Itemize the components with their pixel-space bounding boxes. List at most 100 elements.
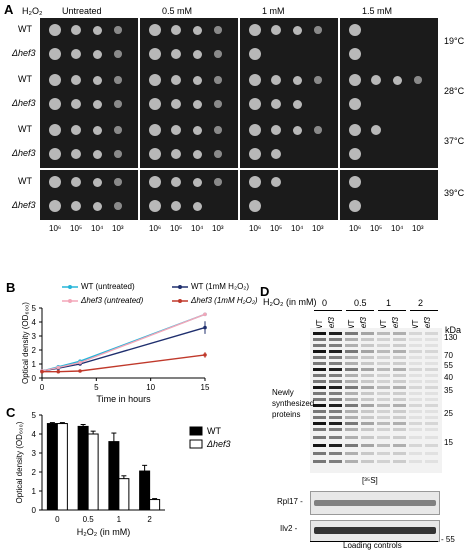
rpl17-band (314, 500, 436, 506)
y-tick-label: 1 (32, 360, 37, 369)
protein-band (361, 460, 374, 463)
yeast-spot (292, 75, 302, 85)
dilution-label: 10⁶ (349, 224, 362, 233)
yeast-spot (292, 25, 302, 35)
series-line (42, 354, 206, 373)
protein-band (361, 356, 374, 359)
yeast-spot (249, 48, 261, 60)
yeast-spot (314, 126, 322, 134)
kda-marker: 25 (444, 409, 453, 418)
kda-marker: 40 (444, 373, 453, 382)
protein-band (377, 350, 390, 353)
protein-band (377, 460, 390, 463)
dilution-label: 10⁵ (270, 224, 283, 233)
yeast-spot (349, 98, 361, 110)
yeast-spot (114, 150, 122, 158)
yeast-spot (370, 124, 382, 136)
protein-band (345, 374, 358, 377)
protein-band (329, 356, 342, 359)
yeast-spot (114, 50, 122, 58)
yeast-spot (149, 200, 161, 212)
panel-b-letter: B (6, 280, 16, 295)
protein-band (361, 374, 374, 377)
strain-label-wt: WT (18, 176, 32, 186)
yeast-spot (149, 24, 161, 36)
yeast-spot (214, 76, 222, 84)
data-point (40, 369, 44, 374)
legend-item: Δhef3 (1mM H₂O₂) (172, 296, 282, 305)
protein-band (377, 416, 390, 419)
protein-band (361, 350, 374, 353)
protein-band (345, 452, 358, 455)
yeast-spot (270, 148, 282, 160)
bar (118, 478, 130, 511)
yeast-spot (92, 149, 102, 159)
protein-band (313, 338, 326, 341)
protein-band (345, 338, 358, 341)
bar (77, 425, 89, 511)
strain-label-wt: WT (18, 124, 32, 134)
protein-band (345, 380, 358, 383)
protein-band (345, 410, 358, 413)
bar (149, 499, 161, 511)
yeast-spot (149, 98, 161, 110)
yeast-spot (270, 74, 282, 86)
y-tick-label: 2 (32, 468, 37, 477)
protein-band (377, 404, 390, 407)
protein-band (361, 410, 374, 413)
data-point (203, 353, 207, 357)
protein-band (329, 362, 342, 365)
condition-label: Untreated (62, 6, 102, 16)
x-axis-label: Time in hours (96, 394, 151, 404)
protein-band (425, 368, 438, 371)
protein-band (409, 452, 422, 455)
yeast-spot (270, 24, 282, 36)
yeast-spot (349, 176, 361, 188)
dilution-label: 10⁴ (191, 224, 204, 233)
yeast-spot (249, 148, 261, 160)
protein-band (361, 380, 374, 383)
yeast-spot (192, 99, 202, 109)
ilv2-blot (310, 520, 440, 542)
yeast-spot (49, 74, 61, 86)
bar (46, 423, 58, 511)
yeast-spot (349, 24, 361, 36)
y-tick-label: 3 (32, 332, 37, 341)
bar (87, 433, 99, 511)
protein-band (329, 404, 342, 407)
data-point (56, 369, 61, 374)
protein-band (345, 332, 358, 335)
ilv2-band (314, 527, 436, 534)
protein-band (361, 452, 374, 455)
protein-band (361, 436, 374, 439)
protein-band (393, 350, 406, 353)
protein-band (409, 428, 422, 431)
x-tick-label: 0 (40, 383, 45, 392)
dilution-label: 10⁴ (391, 224, 404, 233)
protein-band (393, 416, 406, 419)
protein-band (345, 344, 358, 347)
panel-a-letter: A (4, 2, 14, 17)
yeast-spot (92, 125, 102, 135)
protein-band (329, 428, 342, 431)
y-tick-label: 4 (32, 318, 37, 327)
dilution-label: 10⁵ (170, 224, 183, 233)
protein-band (393, 460, 406, 463)
protein-band (313, 392, 326, 395)
protein-band (409, 344, 422, 347)
protein-band (377, 452, 390, 455)
protein-band (329, 344, 342, 347)
protein-band (361, 444, 374, 447)
kda-marker: 130 (444, 333, 458, 342)
dilution-label: 10⁶ (49, 224, 62, 233)
yeast-spot (170, 148, 182, 160)
data-point (203, 325, 207, 330)
protein-band (377, 332, 390, 335)
protein-band (425, 350, 438, 353)
y-tick-label: 4 (32, 430, 37, 439)
protein-band (329, 338, 342, 341)
protein-band (345, 428, 358, 431)
y-tick-label: 0 (32, 506, 37, 515)
protein-band (425, 374, 438, 377)
protein-band (313, 356, 326, 359)
